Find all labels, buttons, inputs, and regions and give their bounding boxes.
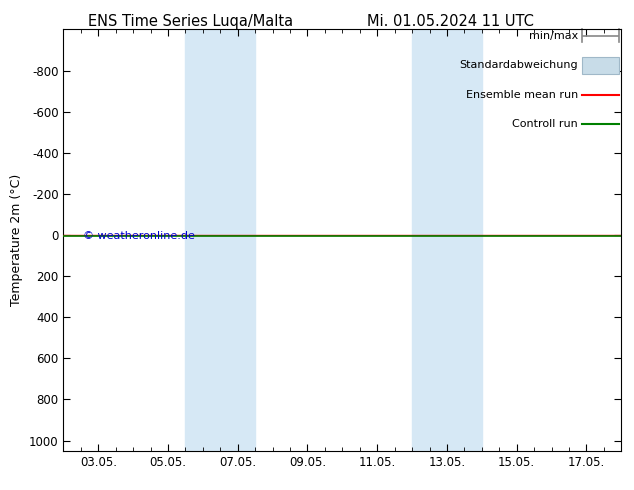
Bar [582,57,619,74]
Text: ENS Time Series Luqa/Malta: ENS Time Series Luqa/Malta [87,14,293,29]
Bar [412,29,482,451]
Text: Standardabweichung: Standardabweichung [459,60,578,70]
Text: Controll run: Controll run [512,119,578,129]
Text: © weatheronline.de: © weatheronline.de [82,231,195,241]
Text: Mi. 01.05.2024 11 UTC: Mi. 01.05.2024 11 UTC [366,14,534,29]
Bar [185,29,255,451]
Text: min/max: min/max [529,31,578,41]
Text: Ensemble mean run: Ensemble mean run [465,90,578,100]
Y-axis label: Temperature 2m (°C): Temperature 2m (°C) [10,174,23,306]
